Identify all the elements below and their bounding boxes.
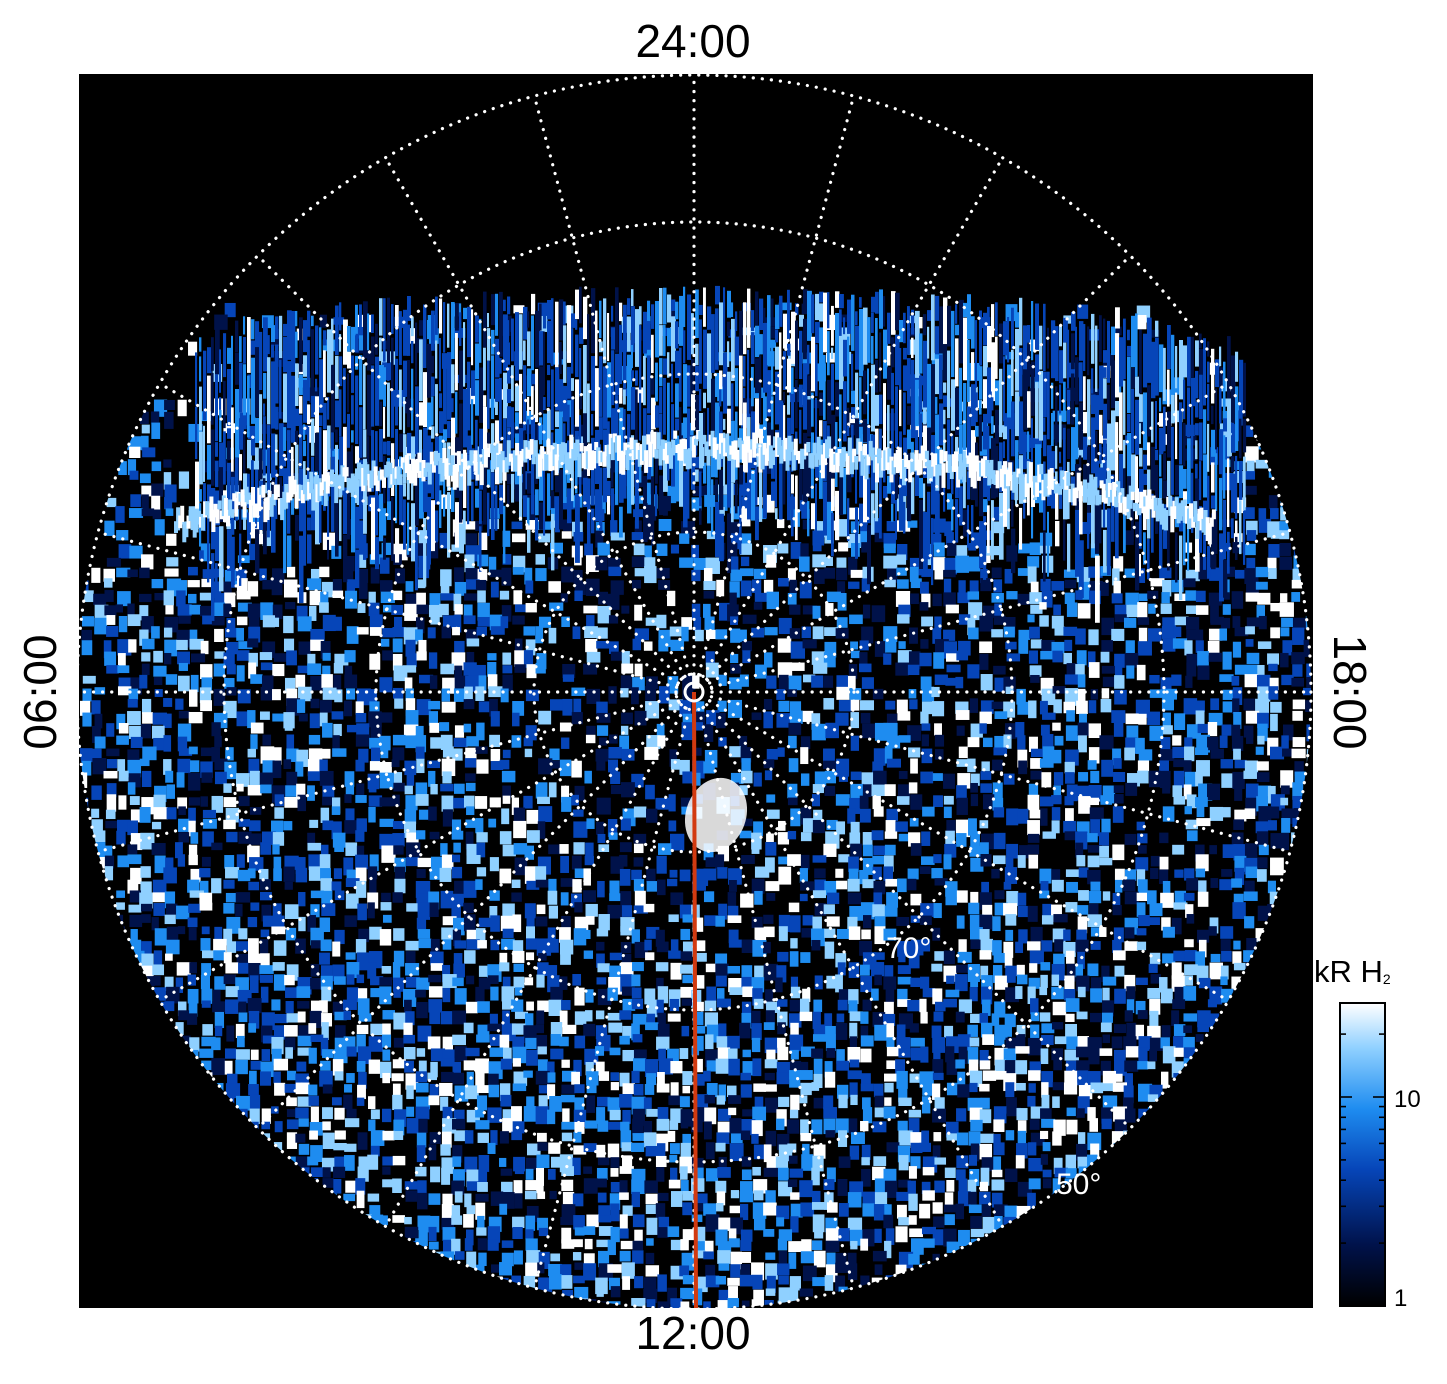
emission-texture [79, 285, 1311, 1308]
pole-marker [683, 681, 705, 703]
colorbar-title: kR H2 [1314, 954, 1391, 989]
colorbar-title-subscript: 2 [1382, 971, 1391, 987]
noon-meridian-line [692, 691, 698, 1309]
latitude-label-50: 50° [1056, 1168, 1101, 1201]
colorbar-gradient [1339, 1002, 1386, 1307]
auroral-oval-band [174, 285, 1247, 623]
latitude-label-70: 70° [886, 932, 931, 965]
hour-label-noon: 12:00 [635, 1307, 751, 1359]
colorbar-tick-1: 1 [1394, 1285, 1408, 1312]
hour-label-midnight: 24:00 [635, 15, 751, 67]
colorbar-tick-10: 10 [1394, 1086, 1421, 1113]
colorbar [1339, 1002, 1386, 1307]
